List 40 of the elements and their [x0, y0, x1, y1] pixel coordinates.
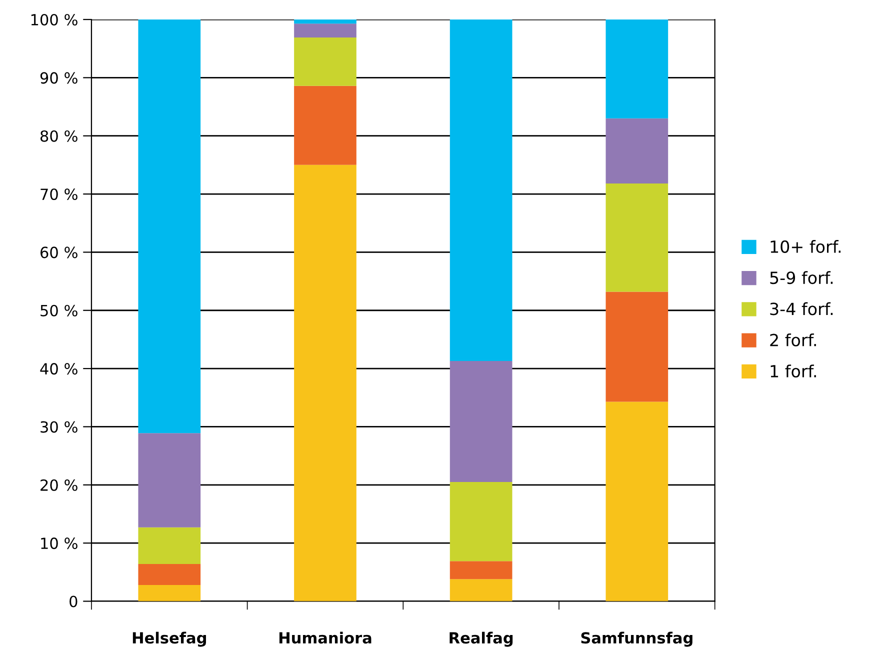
- bar: [294, 24, 356, 38]
- legend-label: 5-9 forf.: [770, 271, 833, 284]
- bar: [294, 38, 356, 86]
- y-tick-label: 10 %: [41, 538, 78, 550]
- x-tick-label: Helsefag: [132, 632, 206, 647]
- bar: [138, 433, 201, 528]
- legend-label: 2 forf.: [770, 333, 816, 346]
- bar: [138, 564, 201, 585]
- bar: [294, 20, 356, 24]
- bar: [138, 584, 201, 602]
- bar: [606, 118, 668, 184]
- y-tick-label: 20 %: [40, 479, 78, 491]
- bar: [606, 402, 668, 602]
- legend-label: 1 forf.: [770, 364, 816, 378]
- x-tick-label: Humaniora: [279, 632, 372, 644]
- y-tick-label: 40 %: [40, 363, 78, 375]
- bar: [450, 360, 512, 482]
- bar: [138, 20, 201, 434]
- y-tick-label: 70 %: [40, 188, 78, 200]
- bar: [450, 579, 512, 602]
- legend-label: 10+ forf.: [770, 240, 841, 253]
- bar: [450, 20, 512, 361]
- bar: [450, 561, 512, 580]
- y-tick-label: 80 %: [40, 130, 78, 142]
- legend-label: 3-4 forf.: [770, 302, 833, 316]
- bar: [138, 527, 201, 564]
- y-tick-label: 0: [70, 596, 78, 608]
- bar: [294, 86, 356, 165]
- bar: [606, 184, 668, 292]
- x-tick-label: Realfag: [450, 632, 513, 647]
- bar: [450, 482, 512, 562]
- bar: [606, 20, 668, 118]
- bar: [606, 292, 668, 402]
- x-tick-label: Samfunnsfag: [581, 632, 692, 647]
- y-tick-label: 60 %: [40, 246, 78, 258]
- y-tick-label: 90 %: [40, 72, 78, 84]
- y-tick-label: 50 %: [40, 304, 78, 316]
- bar: [294, 164, 356, 602]
- y-tick-label: 30 %: [40, 421, 78, 433]
- y-tick-label: 100 %: [31, 14, 78, 26]
